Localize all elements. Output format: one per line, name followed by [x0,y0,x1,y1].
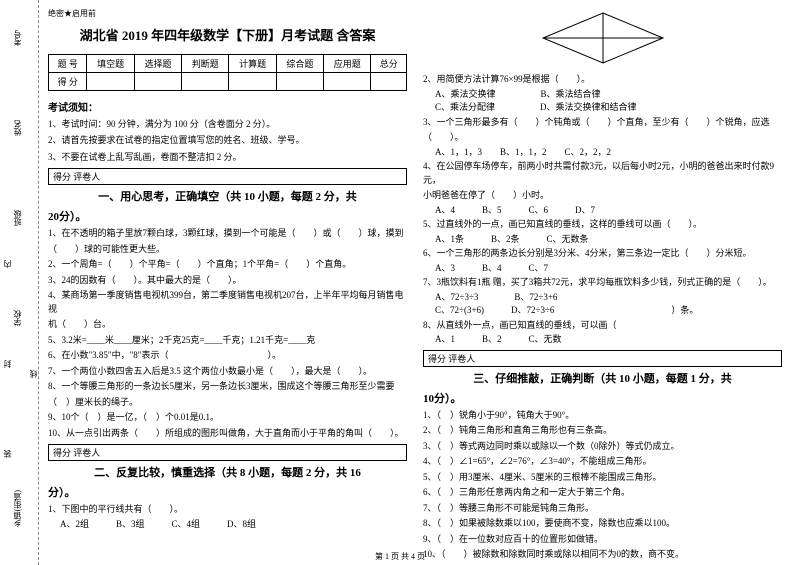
q2-2b: C、乘法分配律 D、乘法交换律和结合律 [423,101,782,115]
sh-3: 判断题 [182,55,229,73]
section-2-heading: 二、反复比较，慎重选择（共 8 小题，每题 2 分，共 16 [48,464,407,480]
sh-7: 总分 [371,55,407,73]
rhombus-figure [533,8,673,68]
q2-7: 7、3瓶饮料有1瓶 赠，买了3箱共72元，求平均每瓶饮料多少钱，列式正确的是（ … [423,276,782,290]
q1-9: 9、10个（ ）是一亿，（ ）个0.01是0.1。 [48,411,407,425]
q3-8: 8、（ ）如果被除数乘以100，要使商不变，除数也应乘以100。 [423,517,782,531]
section-1-heading-b: 20分）。 [48,208,407,224]
q3-3: 3、（ ）等式两边同时乘以或除以一个数（0除外）等式仍成立。 [423,440,782,454]
score-head-row: 题 号 填空题 选择题 判断题 计算题 综合题 应用题 总分 [49,55,407,73]
q1-3: 3、24的因数有（ ）。其中最大的是（ ）。 [48,274,407,288]
q2-3b: （ ）。 [423,131,782,145]
sh-5: 综合题 [276,55,323,73]
q1-5: 5、3.2米=____米____厘米；2千克25克=____千克；1.21千克=… [48,334,407,348]
score-value-row: 得 分 [49,73,407,91]
q1-7: 7、一个两位小数四舍五入后是3.5 这个两位小数最小是（ ），最大是（ ）。 [48,365,407,379]
q2-4: 4、在公园停车场停车，前两小时共需付款3元，以后每小时2元，小明的爸爸出来时付款… [423,160,782,187]
secret-label: 绝密★启用前 [48,8,407,19]
binding-label-name: 姓名 [12,120,23,136]
sh-6: 应用题 [324,55,371,73]
score-box-2: 得分 评卷人 [48,444,407,461]
sh-0: 题 号 [49,55,87,73]
rhombus-svg [533,8,673,68]
q1-8: 8、一个等腰三角形的一条边长5厘米，另一条边长3厘米，围成这个等腰三角形至少需要 [48,380,407,394]
binding-mark-seal: 封 [2,360,13,368]
q2-8: 8、从直线外一点，画已知直线的垂线，可以画（ [423,319,782,333]
q1-8b: （ ）厘米长的绳子。 [48,396,407,410]
q3-9: 9、（ ）在一位数对应百十的位置形如做错。 [423,533,782,547]
notice-2: 2、请首先按要求在试卷的指定位置填写您的姓名、班级、学号。 [48,133,407,147]
section-3-heading: 三、仔细推敲，正确判断（共 10 小题，每题 1 分，共 [423,370,782,386]
binding-label-school: 学校 [12,310,23,326]
q3-5: 5、（ ）用3厘米、4厘米、5厘米的三根棒不能围成三角形。 [423,471,782,485]
binding-label-id: 考号 [12,30,23,46]
binding-mark-inner: 内 [2,260,13,268]
page-footer: 第 1 页 共 4 页 [0,551,800,562]
notice-3: 3、不要在试卷上乱写乱画，卷面不整洁扣 2 分。 [48,150,407,164]
q1-1: 1、在不透明的箱子里放7颗白球，3颗红球，摸到一个可能是（ ）或（ ）球，摸到 [48,227,407,241]
q1-6: 6、在小数"3.85"中，"8"表示（ ）。 [48,349,407,363]
sr-label: 得 分 [49,73,87,91]
q3-6: 6、（ ）三角形任意两内角之和一定大于第三个角。 [423,486,782,500]
binding-label-line: 线 [28,370,39,378]
q1-2: 2、一个周角=（ ）个平角=（ ）个直角；1个平角=（ ）个直角。 [48,258,407,272]
section-2-heading-b: 分）。 [48,484,407,500]
q2-3o: A、1，1，3 B、1，1，2 C、2，2，2 [423,146,782,160]
q1-10: 10、从一点引出两条（ ）所组成的图形叫做角，大于直角而小于平角的角叫（ ）。 [48,427,407,441]
q1-4: 4、某商场第一季度销售电视机399台，第二季度销售电视机207台，上半年平均每月… [48,289,407,316]
binding-margin: 考号 姓名 班级 学校 乡镇(街道) 内 封 装 线 [0,0,39,565]
q3-7: 7、（ ）等腰三角形不可能是钝角三角形。 [423,502,782,516]
sh-4: 计算题 [229,55,276,73]
notice-heading: 考试须知： [48,99,407,114]
q2-8o: A、1 B、2 C、无数 [423,333,782,347]
right-column: 2、用简便方法计算76×99是根据（ ）。 A、乘法交换律 B、乘法结合律 C、… [415,8,790,532]
score-table: 题 号 填空题 选择题 判断题 计算题 综合题 应用题 总分 得 分 [48,54,407,91]
q1-4b: 机（ ）台。 [48,318,407,332]
q2-1-opts: A、2组 B、3组 C、4组 D、8组 [48,518,407,532]
score-box-1: 得分 评卷人 [48,168,407,185]
page-container: 绝密★启用前 湖北省 2019 年四年级数学【下册】月考试题 含答案 题 号 填… [0,0,800,540]
q2-2a: A、乘法交换律 B、乘法结合律 [423,88,782,102]
section-1-heading: 一、用心思考，正确填空（共 10 小题，每题 2 分，共 [48,188,407,204]
score-box-3: 得分 评卷人 [423,350,782,367]
q2-3: 3、一个三角形最多有（ ）个钝角或（ ）个直角，至少有（ ）个锐角，应选 [423,116,782,130]
q3-1: 1、（ ）锐角小于90°，钝角大于90°。 [423,409,782,423]
q2-5: 5、过直线外的一点，画已知直线的垂线，这样的垂线可以画（ ）。 [423,218,782,232]
sh-2: 选择题 [134,55,181,73]
binding-mark-bind: 装 [2,450,13,458]
q3-2: 2、（ ）钝角三角形和直角三角形也有三条高。 [423,424,782,438]
left-column: 绝密★启用前 湖北省 2019 年四年级数学【下册】月考试题 含答案 题 号 填… [40,8,415,532]
notice-1: 1、考试时间：90 分钟，满分为 100 分（含卷面分 2 分）。 [48,117,407,131]
binding-label-town: 乡镇(街道) [12,490,23,527]
q2-7b: C、72÷(3+6) D、72÷3÷6 ）条。 [423,304,782,318]
q2-5o: A、1条 B、2条 C、无数条 [423,233,782,247]
section-3-heading-b: 10分）。 [423,390,782,406]
q2-2: 2、用简便方法计算76×99是根据（ ）。 [423,73,782,87]
exam-title: 湖北省 2019 年四年级数学【下册】月考试题 含答案 [48,25,407,44]
q3-4: 4、（ ）∠1=65°，∠2=76°，∠3=40°，不能组成三角形。 [423,455,782,469]
q1-1b: （ ）球的可能性更大些。 [48,243,407,257]
sh-1: 填空题 [87,55,134,73]
q2-7a: A、72÷3÷3 B、72÷3+6 [423,291,782,305]
q2-4b: 小明爸爸在停了（ ）小时。 [423,189,782,203]
q2-1: 1、下图中的平行线共有（ ）。 [48,503,407,517]
binding-label-class: 班级 [12,210,23,226]
q2-6o: A、3 B、4 C、7 [423,262,782,276]
q2-6: 6、一个三角形的两条边长分别是3分米、4分米，第三条边一定比（ ）分米短。 [423,247,782,261]
q2-4o: A、4 B、5 C、6 D、7 [423,204,782,218]
